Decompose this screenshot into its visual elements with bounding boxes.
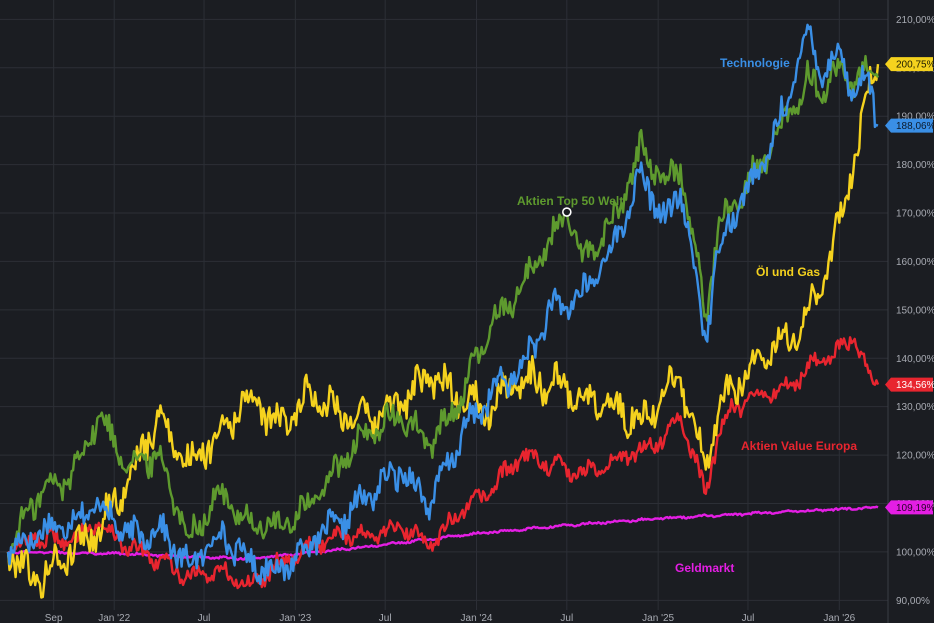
end-value-tag-bg [885, 500, 933, 515]
x-tick-label: Sep [45, 613, 63, 623]
series-line-technologie [6, 23, 879, 586]
x-tick-label: Jan '23 [279, 613, 311, 623]
y-tick-label: 150,00% [896, 305, 934, 316]
end-value-tag: 200,75% [885, 57, 934, 72]
series-label: Aktien Top 50 Welt [517, 194, 623, 208]
series-line-aktien-top-50-welt [6, 54, 880, 565]
end-value-tag-label: 200,75% [896, 60, 934, 71]
series-label: Technologie [720, 56, 790, 70]
series-label: Aktien Value Europa [741, 439, 857, 453]
x-tick-label: Jul [379, 613, 392, 623]
y-tick-label: 120,00% [896, 451, 934, 462]
series-line-aktien-value-europa [6, 336, 880, 590]
end-value-tag-bg [885, 118, 933, 133]
series-lines [6, 23, 880, 599]
end-value-tag: 109,19% [885, 500, 934, 515]
x-tick-label: Jan '25 [642, 613, 674, 623]
end-value-tag: 134,56% [885, 377, 934, 392]
series-label: Geldmarkt [675, 561, 734, 575]
x-tick-label: Jul [742, 613, 755, 623]
y-tick-label: 190,00% [896, 112, 934, 123]
y-tick-label: 170,00% [896, 209, 934, 220]
x-tick-label: Jan '26 [823, 613, 855, 623]
x-tick-label: Jan '22 [98, 613, 130, 623]
y-tick-label: 210,00% [896, 15, 934, 26]
end-value-tag-bg [885, 57, 933, 72]
x-tick-label: Jul [198, 613, 211, 623]
y-tick-label: 180,00% [896, 160, 934, 171]
y-tick-label: 90,00% [896, 596, 930, 607]
series-line-geldmarkt [7, 505, 879, 562]
x-tick-label: Jan '24 [461, 613, 493, 623]
series-label: Öl und Gas [756, 264, 820, 279]
x-tick-label: Jul [560, 613, 573, 623]
end-value-tag-label: 109,19% [896, 503, 934, 514]
end-value-tag: 188,06% [885, 118, 934, 133]
end-value-tag-label: 188,06% [896, 121, 934, 132]
y-tick-label: 130,00% [896, 402, 934, 413]
end-value-tag-label: 134,56% [896, 380, 934, 391]
y-tick-label: 140,00% [896, 354, 934, 365]
series-line--l-und-gas [6, 63, 880, 599]
end-value-tag-bg [885, 377, 933, 392]
marker-point [562, 207, 572, 217]
y-tick-label: 160,00% [896, 257, 934, 268]
y-tick-label: 100,00% [896, 547, 934, 558]
